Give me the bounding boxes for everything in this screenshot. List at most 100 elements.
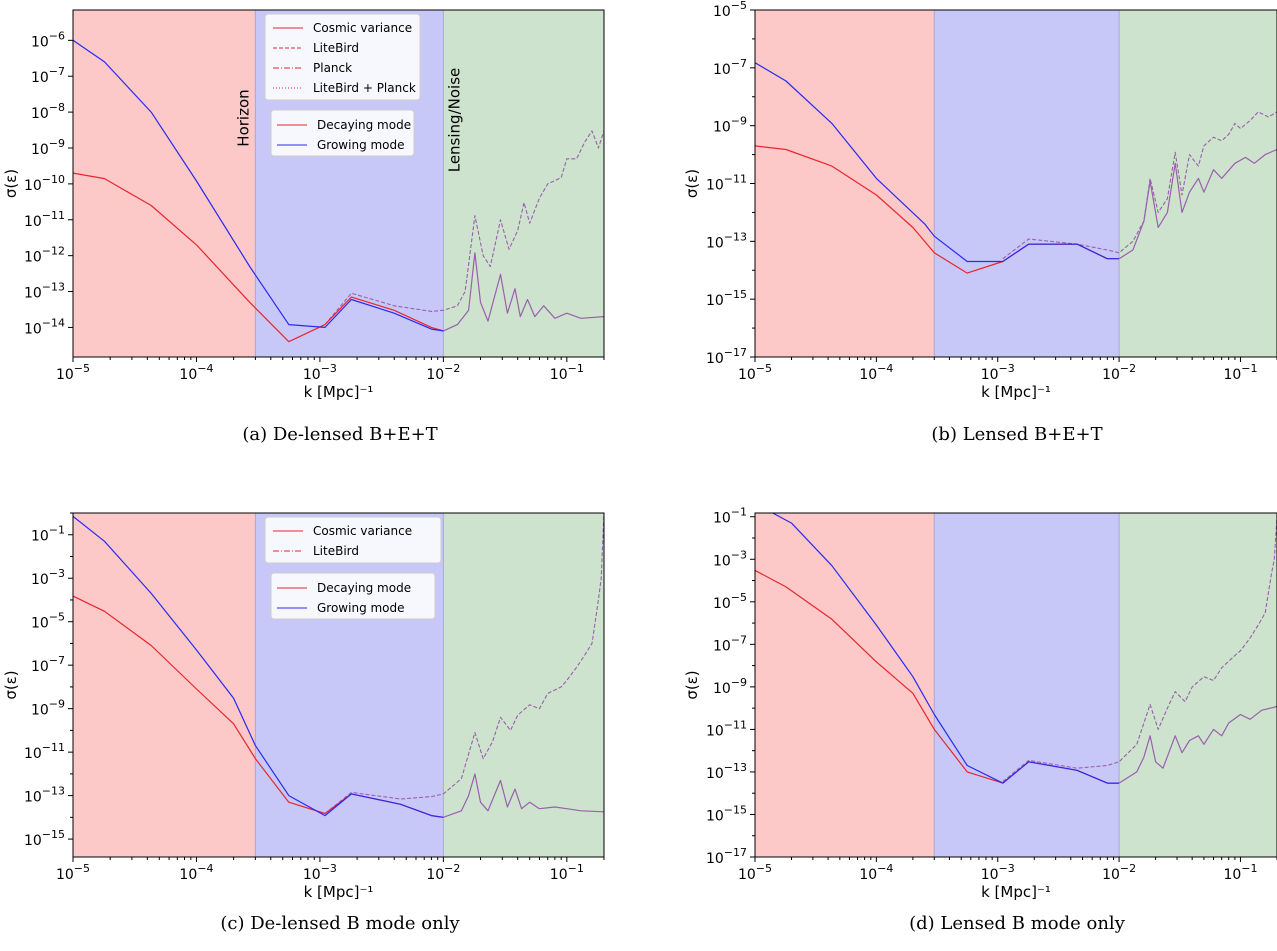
- legend-label: Decaying mode: [317, 118, 411, 132]
- series-line-growing: [73, 515, 444, 818]
- caption-b: (b) Lensed B+E+T: [931, 424, 1103, 445]
- x-tick-label: 10−3: [981, 362, 1015, 383]
- y-tick-label: 10−14: [24, 316, 65, 337]
- series-group: [755, 62, 1277, 274]
- legend-box: [264, 13, 421, 101]
- y-tick-label: 10−11: [24, 209, 65, 230]
- y-tick-label: 10−11: [24, 741, 65, 762]
- x-tick-label: 10−3: [303, 362, 337, 383]
- y-tick-label: 10−13: [24, 281, 65, 302]
- region-noise: [1119, 513, 1277, 857]
- region-mid: [934, 513, 1120, 857]
- y-axis-label: σ(ε): [683, 169, 701, 198]
- series-line-growing: [755, 62, 1120, 263]
- legend-label: Planck: [313, 61, 352, 75]
- region-label-lensing: Lensing/Noise: [445, 68, 463, 173]
- x-tick-label: 10−5: [56, 362, 90, 383]
- legend-label: LiteBird: [313, 544, 359, 558]
- y-tick-label: 10−7: [31, 65, 65, 86]
- region-noise: [1119, 10, 1277, 357]
- legend-box: [264, 516, 442, 564]
- plot-frame: [72, 512, 605, 858]
- region-horizon: [73, 10, 256, 357]
- y-tick-label: 10−13: [24, 785, 65, 806]
- y-tick-label: 10−6: [31, 29, 65, 50]
- y-tick-label: 10−15: [706, 803, 747, 824]
- legend-label: LiteBird + Planck: [313, 81, 416, 95]
- y-tick-label: 10−9: [713, 676, 747, 697]
- series-line-growing-tail: [1118, 705, 1277, 784]
- caption-a: (a) De-lensed B+E+T: [242, 424, 438, 445]
- region-horizon: [755, 513, 935, 857]
- series-line-overlay: [1002, 516, 1277, 783]
- legend-modes: Decaying mode Growing mode: [270, 572, 436, 620]
- x-axis-label: k [Mpc]⁻¹: [304, 883, 374, 901]
- x-tick-label: 10−2: [1102, 362, 1136, 383]
- y-tick-label: 10−17: [706, 346, 747, 367]
- x-tick-label: 10−1: [1223, 862, 1257, 883]
- x-tick-label: 10−4: [859, 862, 893, 883]
- x-tick-label: 10−2: [426, 862, 460, 883]
- x-tick-label: 10−4: [179, 862, 213, 883]
- x-axis-label: k [Mpc]⁻¹: [304, 383, 374, 401]
- y-tick-label: 10−5: [713, 0, 747, 20]
- x-tick-label: 10−3: [981, 862, 1015, 883]
- y-tick-label: 10−9: [713, 115, 747, 136]
- y-tick-label: 10−9: [31, 698, 65, 719]
- y-tick-label: 10−1: [31, 524, 65, 545]
- y-tick-label: 10−13: [706, 230, 747, 251]
- x-tick-label: 10−5: [56, 862, 90, 883]
- panel-a: 10−5 10−4 10−3 10−2 10−1 10−14 10−13 10−12 10−11…: [2, 9, 605, 401]
- caption-c: (c) De-lensed B mode only: [220, 913, 460, 934]
- y-tick-label: 10−11: [706, 718, 747, 739]
- y-tick-label: 10−15: [24, 828, 65, 849]
- x-tick-label: 10−2: [1102, 862, 1136, 883]
- y-tick-label: 10−3: [31, 567, 65, 588]
- y-axis-label: σ(ε): [683, 670, 701, 699]
- y-tick-label: 10−13: [706, 761, 747, 782]
- region-noise: [443, 513, 604, 857]
- y-tick-label: 10−1: [713, 506, 747, 527]
- series-line-growing-tail: [443, 252, 604, 332]
- y-tick-label: 10−10: [24, 173, 65, 194]
- region-label-horizon: Horizon: [234, 89, 252, 146]
- y-tick-label: 10−12: [24, 245, 65, 266]
- legend-label: Cosmic variance: [313, 524, 412, 538]
- panel-d: 10−5 10−4 10−3 10−2 10−110−1710−1510−1310−11…: [683, 506, 1277, 901]
- x-tick-label: 10−4: [859, 362, 893, 383]
- legend-label: Growing mode: [317, 601, 405, 615]
- plot-frame: [754, 512, 1277, 858]
- series-line-overlay: [324, 130, 604, 325]
- series-line-decaying: [73, 172, 444, 343]
- x-tick-label: 10−5: [738, 862, 772, 883]
- x-tick-label: 10−1: [1223, 362, 1257, 383]
- y-tick-label: 10−9: [31, 137, 65, 158]
- region-horizon: [73, 513, 256, 857]
- y-tick-label: 10−15: [706, 288, 747, 309]
- legend-box: [270, 572, 436, 620]
- y-tick-label: 10−7: [713, 57, 747, 78]
- series-group: [73, 513, 604, 818]
- y-tick-label: 10−11: [706, 173, 747, 194]
- series-line-growing-tail: [443, 773, 604, 818]
- x-tick-label: 10−1: [550, 862, 584, 883]
- series-line-growing: [772, 513, 1120, 784]
- region-mid: [934, 10, 1120, 357]
- series-line-overlay: [1002, 111, 1277, 260]
- y-tick-label: 10−5: [713, 591, 747, 612]
- legend-label: LiteBird: [313, 41, 359, 55]
- y-axis-label: σ(ε): [2, 670, 20, 699]
- x-tick-label: 10−1: [550, 362, 584, 383]
- x-axis-label: k [Mpc]⁻¹: [981, 883, 1051, 901]
- region-horizon: [755, 10, 935, 357]
- region-mid: [255, 513, 444, 857]
- y-tick-label: 10−3: [713, 548, 747, 569]
- series-line-growing-tail: [1118, 148, 1277, 260]
- x-tick-label: 10−4: [179, 362, 213, 383]
- region-noise: [443, 10, 604, 357]
- series-group: [755, 513, 1277, 784]
- y-tick-label: 10−8: [31, 101, 65, 122]
- y-axis-label: σ(ε): [2, 169, 20, 198]
- x-tick-label: 10−2: [426, 362, 460, 383]
